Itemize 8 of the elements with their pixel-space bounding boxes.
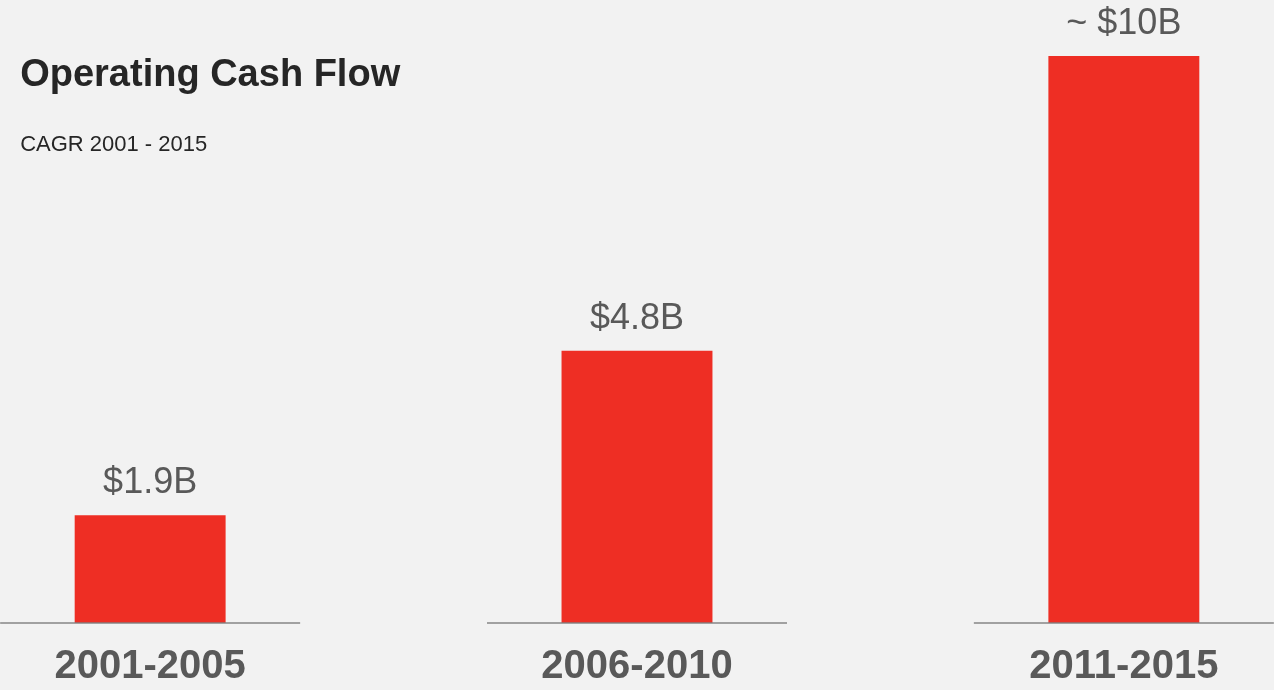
data-label: $4.8B [589, 295, 685, 337]
x-tick-label: 2001-2005 [54, 641, 246, 686]
data-label: $1.9B [103, 460, 198, 502]
text: CAGR 2001 - 2015 [20, 131, 208, 156]
x-tick-label: 2006-2010 [541, 641, 733, 686]
data-label: ~ $10B [1066, 1, 1182, 42]
x-tick-label: 2011-2015 [1029, 641, 1219, 686]
chart-title: Operating Cash Flow [20, 52, 401, 94]
